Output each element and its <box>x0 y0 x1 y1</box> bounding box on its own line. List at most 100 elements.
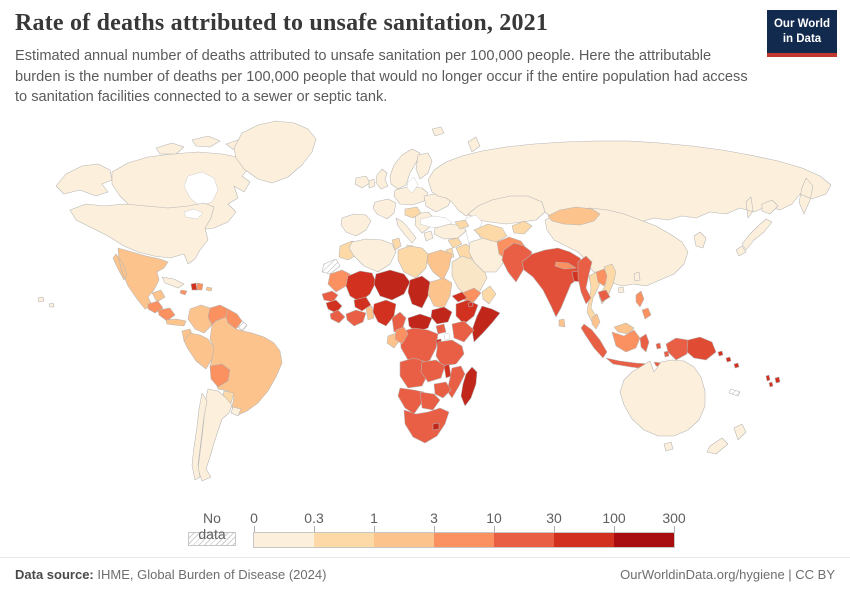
region-colombia[interactable] <box>187 304 213 334</box>
region-tunisia[interactable] <box>391 237 402 251</box>
region-kazakhstan[interactable] <box>467 195 546 225</box>
region-jamaica[interactable] <box>179 289 188 296</box>
region-cameroon[interactable] <box>391 311 407 333</box>
region-costa-rica-panama[interactable] <box>165 318 187 327</box>
region-malaysia[interactable] <box>591 313 635 335</box>
region-vanuatu[interactable] <box>765 374 774 388</box>
region-botswana[interactable] <box>419 391 441 411</box>
region-romania[interactable] <box>404 206 422 219</box>
region-zimbabwe[interactable] <box>433 381 452 399</box>
region-congo[interactable] <box>394 326 409 345</box>
region-iberia[interactable] <box>340 213 372 237</box>
region-australia[interactable] <box>619 359 706 452</box>
region-south-sudan[interactable] <box>430 306 453 325</box>
region-lesotho[interactable] <box>432 422 440 431</box>
region-mexico[interactable] <box>112 247 169 310</box>
region-uganda[interactable] <box>435 323 447 335</box>
region-central-african-republic[interactable] <box>407 313 433 333</box>
region-mauritania[interactable] <box>327 269 351 293</box>
region-djibouti[interactable] <box>467 301 474 308</box>
region-finland[interactable] <box>415 152 433 180</box>
legend-bin-1[interactable] <box>314 533 374 547</box>
region-hainan[interactable] <box>617 286 625 294</box>
legend-bin-5[interactable] <box>554 533 614 547</box>
region-oman[interactable] <box>481 285 497 305</box>
region-senegal-gambia[interactable] <box>321 290 339 303</box>
region-sudan[interactable] <box>427 277 453 309</box>
region-guinea[interactable] <box>325 299 343 314</box>
region-angola[interactable] <box>399 357 429 389</box>
region-india[interactable] <box>521 247 586 318</box>
region-new-caledonia[interactable] <box>728 388 741 397</box>
region-korea[interactable] <box>693 231 707 249</box>
region-japan[interactable] <box>735 199 779 257</box>
legend-bin-6[interactable] <box>614 533 674 547</box>
region-greece[interactable] <box>423 230 434 242</box>
region-china[interactable] <box>544 207 689 287</box>
region-egypt[interactable] <box>426 249 453 281</box>
region-solomon-islands[interactable] <box>717 350 740 369</box>
region-namibia[interactable] <box>397 387 425 415</box>
region-argentina[interactable] <box>197 388 233 482</box>
region-malawi[interactable] <box>443 363 452 379</box>
region-peru[interactable] <box>183 332 215 370</box>
region-iceland[interactable] <box>354 175 371 189</box>
region-madagascar[interactable] <box>460 366 478 407</box>
region-dr-congo[interactable] <box>399 327 439 367</box>
region-sierra-leone-liberia[interactable] <box>329 309 346 324</box>
legend-bin-3[interactable] <box>434 533 494 547</box>
region-new-zealand[interactable] <box>706 423 747 455</box>
region-tanzania[interactable] <box>435 339 465 367</box>
region-nigeria[interactable] <box>372 299 397 327</box>
legend-bin-0[interactable] <box>254 533 314 547</box>
region-haiti[interactable] <box>190 282 198 291</box>
region-somalia[interactable] <box>471 305 501 343</box>
legend-no-data[interactable]: No data <box>188 510 236 546</box>
legend-bin-2[interactable] <box>374 533 434 547</box>
region-mongolia[interactable] <box>547 206 601 226</box>
region-honduras-nicaragua[interactable] <box>157 307 176 322</box>
region-western-sahara[interactable] <box>321 258 341 275</box>
region-uk[interactable] <box>375 168 389 190</box>
region-kyrgyzstan-tajikistan[interactable] <box>511 220 533 235</box>
region-ivory-coast-ghana[interactable] <box>345 309 367 327</box>
region-chad[interactable] <box>407 275 431 309</box>
region-sri-lanka[interactable] <box>558 318 566 328</box>
region-ethiopia[interactable] <box>455 299 479 325</box>
region-arctic-islands[interactable] <box>155 135 246 155</box>
region-indonesia-kalimantan[interactable] <box>611 329 641 353</box>
region-nepal[interactable] <box>554 261 577 270</box>
region-taiwan[interactable] <box>633 271 641 282</box>
region-turkey[interactable] <box>433 223 467 240</box>
region-greenland[interactable] <box>233 120 317 184</box>
region-uruguay[interactable] <box>230 406 242 417</box>
region-philippines[interactable] <box>635 290 652 320</box>
region-mali[interactable] <box>345 270 377 303</box>
region-chile[interactable] <box>191 392 208 481</box>
region-hawaii[interactable] <box>37 296 55 308</box>
legend-bin-4[interactable] <box>494 533 554 547</box>
region-cambodia[interactable] <box>597 289 611 303</box>
region-kenya[interactable] <box>451 320 475 343</box>
owid-link[interactable]: OurWorldinData.org/hygiene | CC BY <box>620 567 835 582</box>
region-turkmenistan-uzbekistan[interactable] <box>473 223 508 243</box>
legend-no-data-swatch[interactable] <box>188 532 236 546</box>
region-syria[interactable] <box>447 237 463 249</box>
region-togo-benin[interactable] <box>365 305 375 321</box>
region-fiji[interactable] <box>774 376 781 384</box>
owid-logo[interactable]: Our World in Data <box>767 10 837 57</box>
region-usa[interactable] <box>69 202 215 265</box>
region-algeria[interactable] <box>348 238 397 273</box>
region-cuba[interactable] <box>161 276 185 289</box>
region-south-africa[interactable] <box>403 407 450 444</box>
region-scandinavia[interactable] <box>389 148 421 190</box>
region-bolivia[interactable] <box>209 363 231 388</box>
region-eritrea[interactable] <box>451 291 468 303</box>
region-myanmar[interactable] <box>577 255 593 305</box>
region-mozambique[interactable] <box>446 365 466 399</box>
region-zambia[interactable] <box>420 359 446 383</box>
region-caucasus[interactable] <box>454 219 470 230</box>
region-alaska[interactable] <box>55 163 113 197</box>
region-france[interactable] <box>372 198 397 220</box>
